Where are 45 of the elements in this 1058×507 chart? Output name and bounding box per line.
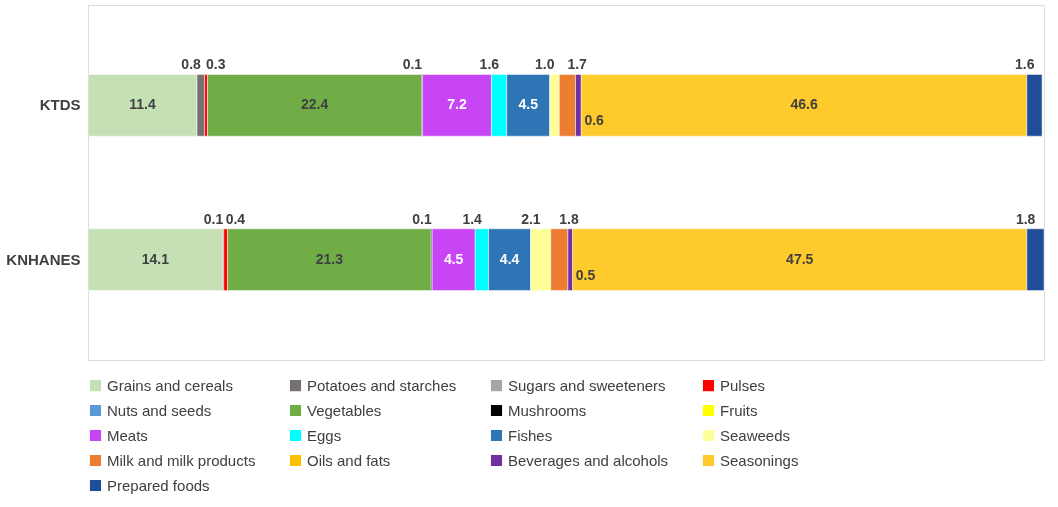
legend-label: Nuts and seeds: [107, 401, 212, 419]
data-label: 46.6: [790, 96, 818, 113]
data-label: 0.1: [402, 56, 423, 73]
legend-label: Eggs: [307, 426, 342, 444]
data-label: 1.6: [479, 56, 500, 73]
data-label: 7.2: [447, 96, 467, 113]
data-label: 47.5: [786, 250, 814, 267]
data-label: 0.3: [206, 56, 226, 73]
y-tick-label: KNHANES: [6, 250, 81, 268]
legend-label: Seaweeds: [720, 426, 791, 444]
legend-label: Mushrooms: [508, 401, 587, 419]
y-tick-label: KTDS: [39, 96, 81, 114]
data-label: 0.8: [181, 56, 202, 73]
data-label: 14.1: [141, 250, 170, 267]
legend-label: Prepared foods: [107, 476, 210, 494]
data-label: 21.3: [315, 250, 344, 267]
legend-label: Potatoes and starches: [307, 376, 457, 394]
data-label: 22.4: [300, 96, 329, 113]
data-label: 4.5: [518, 96, 539, 113]
data-label: 0.1: [412, 210, 432, 227]
data-label: 1.0: [535, 56, 555, 73]
legend-label: Fishes: [508, 426, 553, 444]
data-label: 2.1: [521, 210, 541, 227]
legend-label: Pulses: [720, 376, 766, 394]
legend-label: Grains and cereals: [107, 376, 233, 394]
data-label: 0.5: [575, 266, 596, 283]
data-label: 0.4: [225, 210, 246, 227]
data-label: 1.8: [559, 210, 579, 227]
data-label: 4.4: [499, 250, 520, 267]
data-label: 11.4: [129, 96, 156, 113]
data-label: 0.6: [584, 112, 605, 129]
legend-label: Sugars and sweeteners: [508, 376, 666, 394]
legend-label: Milk and milk products: [107, 451, 256, 469]
legend-label: Meats: [107, 426, 148, 444]
legend-label: Oils and fats: [307, 451, 391, 469]
legend-label: Vegetables: [307, 401, 382, 419]
legend-label: Beverages and alcohols: [508, 451, 669, 469]
legend-label: Fruits: [720, 401, 758, 419]
data-label: 4.5: [443, 250, 464, 267]
data-label: 1.8: [1015, 210, 1036, 227]
data-label: 1.7: [567, 56, 588, 73]
legend-label: Seasonings: [720, 451, 799, 469]
data-label: 0.1: [203, 210, 224, 227]
data-label: 1.4: [462, 210, 483, 227]
data-label: 1.6: [1014, 56, 1035, 73]
